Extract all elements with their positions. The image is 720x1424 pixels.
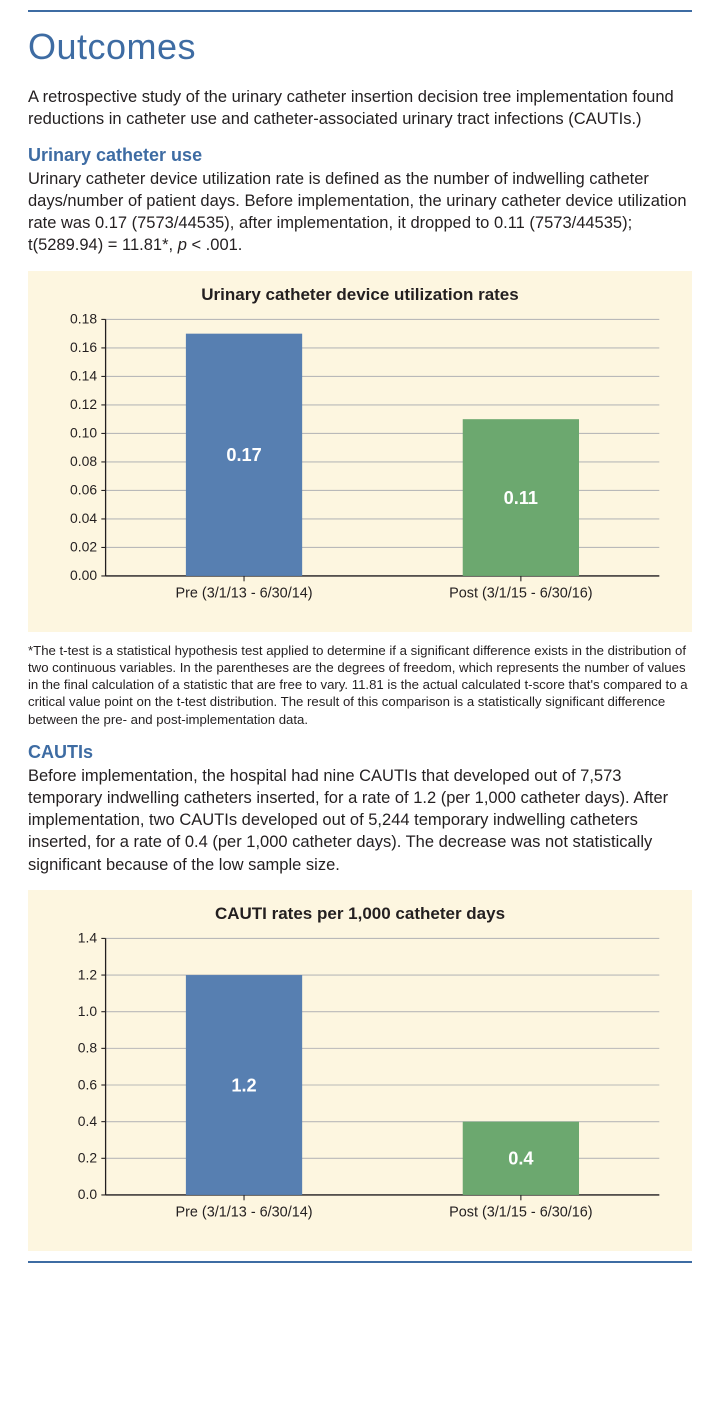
section-heading-cautis: CAUTIs: [28, 742, 692, 763]
svg-text:1.0: 1.0: [78, 1003, 98, 1019]
svg-text:0.04: 0.04: [70, 510, 97, 526]
urinary-body-pre: Urinary catheter device utilization rate…: [28, 170, 687, 255]
svg-text:0.16: 0.16: [70, 339, 97, 355]
svg-text:0.06: 0.06: [70, 481, 97, 497]
svg-text:0.12: 0.12: [70, 396, 97, 412]
chart-utilization-box: Urinary catheter device utilization rate…: [28, 271, 692, 632]
svg-text:0.18: 0.18: [70, 313, 97, 327]
urinary-body-post: < .001.: [187, 236, 243, 254]
svg-text:0.10: 0.10: [70, 424, 97, 440]
svg-text:0.17: 0.17: [226, 445, 261, 465]
svg-text:0.6: 0.6: [78, 1076, 98, 1092]
chart2-svg: 0.0 0.2 0.4 0.6 0.8 1.0 1.2 1.4 1.2 Pre (3/1/13 -…: [50, 932, 670, 1231]
svg-text:0.11: 0.11: [504, 488, 538, 508]
t-test-footnote: *The t-test is a statistical hypothesis …: [28, 642, 692, 728]
svg-text:1.2: 1.2: [231, 1075, 256, 1095]
svg-text:Pre (3/1/13 - 6/30/14): Pre (3/1/13 - 6/30/14): [175, 1204, 312, 1220]
svg-text:0.14: 0.14: [70, 367, 97, 383]
chart1-title: Urinary catheter device utilization rate…: [50, 285, 670, 305]
svg-text:0.8: 0.8: [78, 1040, 98, 1056]
svg-text:Pre (3/1/13 - 6/30/14): Pre (3/1/13 - 6/30/14): [175, 585, 312, 601]
svg-text:0.4: 0.4: [508, 1149, 533, 1169]
urinary-use-body: Urinary catheter device utilization rate…: [28, 168, 692, 257]
svg-text:0.4: 0.4: [78, 1113, 98, 1129]
chart1-svg: 0.00 0.02 0.04 0.06 0.08 0.10 0.12 0.14 0.16 0.18…: [50, 313, 670, 612]
page-title: Outcomes: [28, 26, 692, 68]
svg-text:0.00: 0.00: [70, 567, 97, 583]
svg-text:Post (3/1/15 - 6/30/16): Post (3/1/15 - 6/30/16): [449, 1204, 593, 1220]
svg-text:0.2: 0.2: [78, 1150, 98, 1166]
top-divider: [28, 10, 692, 12]
svg-text:Post (3/1/15 - 6/30/16): Post (3/1/15 - 6/30/16): [449, 585, 593, 601]
section-heading-urinary-use: Urinary catheter use: [28, 145, 692, 166]
svg-text:0.02: 0.02: [70, 538, 97, 554]
cautis-body: Before implementation, the hospital had …: [28, 765, 692, 876]
bottom-divider: [28, 1261, 692, 1263]
svg-text:0.08: 0.08: [70, 453, 97, 469]
intro-paragraph: A retrospective study of the urinary cat…: [28, 86, 692, 131]
chart2-title: CAUTI rates per 1,000 catheter days: [50, 904, 670, 924]
svg-text:0.0: 0.0: [78, 1186, 98, 1202]
chart-cauti-box: CAUTI rates per 1,000 catheter days 0.00…: [28, 890, 692, 1251]
urinary-body-italic: p: [178, 236, 187, 254]
svg-text:1.2: 1.2: [78, 966, 98, 982]
svg-text:1.4: 1.4: [78, 932, 98, 946]
